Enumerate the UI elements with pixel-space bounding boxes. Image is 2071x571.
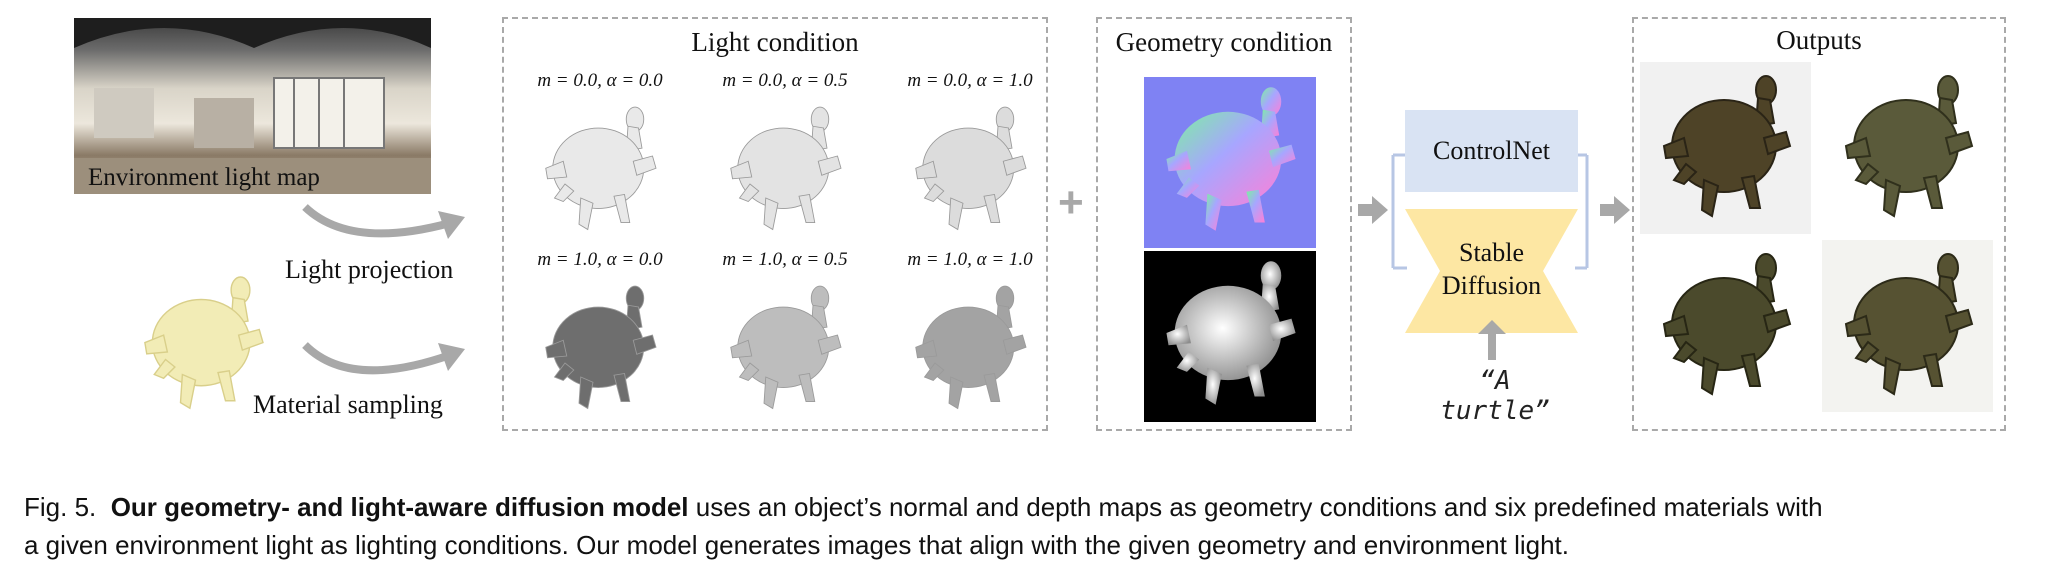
turtle-render-icon: [545, 285, 657, 409]
environment-light-map: Environment light map: [74, 18, 431, 194]
material-sampling-label: Material sampling: [253, 390, 443, 419]
panorama-graphic: [74, 18, 431, 194]
depth-map: [1144, 251, 1316, 422]
depth-map-turtle: [1166, 261, 1296, 405]
turtle-render-icon: [915, 106, 1027, 230]
env-map-label: Environment light map: [88, 164, 320, 191]
geometry-condition-panel: Geometry condition: [1096, 17, 1352, 431]
material-label: m = 1.0, α = 1.0: [907, 249, 1033, 270]
normal-map-turtle: [1166, 87, 1296, 231]
prompt-text: “A turtle”: [1440, 366, 1550, 426]
caption-line2: a given environment light as lighting co…: [24, 530, 1569, 560]
arrowhead-icon: [438, 211, 465, 239]
plus-sign: +: [1058, 178, 1084, 227]
stable-diffusion-line1: Stable: [1459, 238, 1524, 267]
material-render: [525, 279, 675, 419]
output-image-4: [1822, 240, 1993, 412]
material-sampling-arrow: [302, 342, 452, 375]
material-label: m = 1.0, α = 0.5: [722, 249, 848, 270]
controlnet-label: ControlNet: [1433, 136, 1550, 165]
turtle-render-icon: [915, 285, 1027, 409]
stable-diffusion-label: Stable Diffusion: [1405, 236, 1578, 302]
turtle-render-icon: [730, 285, 842, 409]
arrow-to-model: [1358, 196, 1388, 224]
material-render: [895, 279, 1045, 419]
stable-diffusion-line2: Diffusion: [1441, 271, 1542, 300]
output-image-1: [1640, 62, 1811, 234]
prompt-arrow: [1478, 320, 1506, 360]
light-condition-panel: Light condition: [502, 17, 1048, 431]
light-projection-arrow: [302, 204, 452, 238]
controlnet-block: ControlNet: [1405, 110, 1578, 192]
arrowhead-icon: [438, 343, 465, 371]
geometry-condition-title: Geometry condition: [1115, 27, 1333, 57]
arrow-to-outputs: [1600, 196, 1630, 224]
curved-arrows: [302, 204, 465, 375]
caption-rest-line1: uses an object’s normal and depth maps a…: [688, 492, 1823, 522]
caption-prefix: Fig. 5.: [24, 492, 97, 522]
light-condition-title: Light condition: [691, 27, 859, 57]
input-turtle-mesh: [128, 262, 278, 427]
light-projection-label: Light projection: [285, 255, 454, 284]
material-label: m = 1.0, α = 0.0: [537, 249, 663, 270]
material-label: m = 0.0, α = 0.5: [722, 70, 848, 91]
output-image-3: [1640, 240, 1811, 412]
caption-bold: Our geometry- and light-aware diffusion …: [110, 492, 689, 522]
outputs-title: Outputs: [1776, 25, 1862, 55]
caption-line1: Fig. 5. Our geometry- and light-aware di…: [24, 488, 2064, 526]
normal-map: [1144, 77, 1316, 248]
material-label: m = 0.0, α = 0.0: [537, 70, 663, 91]
turtle-render-icon: [730, 106, 842, 230]
stable-diffusion-block: [1405, 209, 1578, 333]
material-render: [710, 279, 860, 419]
material-render: [895, 100, 1045, 240]
outputs-panel: Outputs: [1632, 17, 2006, 431]
output-image-2: [1822, 62, 1993, 234]
material-label: m = 0.0, α = 1.0: [907, 70, 1033, 91]
material-render: [710, 100, 860, 240]
turtle-render-icon: [545, 106, 657, 230]
material-render: [525, 100, 675, 240]
figure-caption: Fig. 5. Our geometry- and light-aware di…: [24, 488, 2064, 564]
